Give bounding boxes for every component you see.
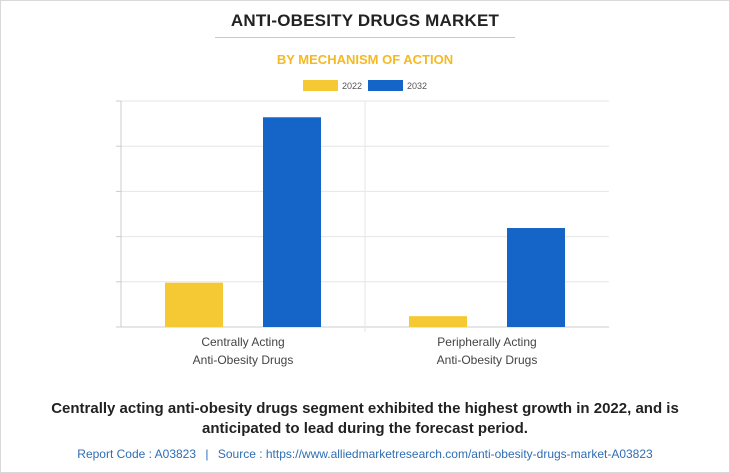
chart-subtitle: BY MECHANISM OF ACTION [276,52,454,67]
footer-separator: | [205,447,209,461]
legend-swatch-2032 [368,80,403,91]
chart-title: ANTI-OBESITY DRUGS MARKET [230,11,500,30]
bar-2032-cat1 [507,228,565,327]
bar-2032-cat0 [263,117,321,327]
x-tick-label-cat0-line0: Centrally Acting [201,335,284,349]
legend-label-2032: 2032 [407,80,428,91]
legend-item-2032: 2032 [368,80,427,91]
bar-2022-cat0 [165,282,223,327]
legend-swatch-2022 [302,80,338,91]
source-link[interactable]: Source : https://www.alliedmarketresearc… [217,447,653,461]
chart-legend: 2022 2032 [0,80,730,91]
x-tick-label-cat1-line1: Anti-Obesity Drugs [437,353,538,367]
bar-2022-cat1 [409,316,467,327]
report-code: Report Code : A03823 [77,447,197,461]
bar-chart: Centrally Acting Anti-Obesity Drugs Periph… [116,100,609,367]
legend-label-2022: 2022 [341,80,362,91]
x-tick-label-cat1-line0: Peripherally Acting [437,335,536,349]
footer: Report Code : A03823 | Source : https://… [0,447,730,461]
legend-item-2022: 2022 [302,80,362,91]
x-tick-label-cat0-line1: Anti-Obesity Drugs [193,353,294,367]
title-divider [215,37,515,38]
chart-caption: Centrally acting anti-obesity drugs segm… [51,400,679,437]
